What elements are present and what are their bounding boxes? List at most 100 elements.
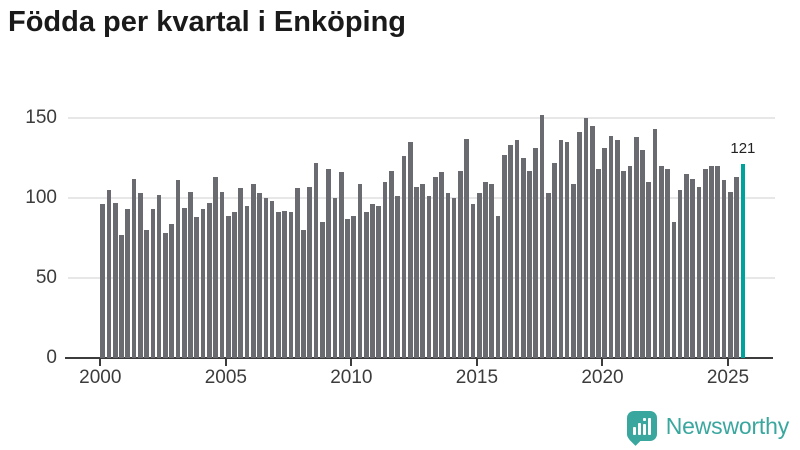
- bar: [445, 193, 451, 358]
- bar: [250, 183, 256, 358]
- logo-exclamation-dot: [642, 417, 647, 421]
- bar: [169, 223, 175, 358]
- logo-chart-bar-tall: [647, 418, 652, 435]
- bar: [194, 217, 200, 358]
- bar: [426, 196, 432, 358]
- bar-highlighted: [740, 164, 746, 358]
- bar: [552, 162, 557, 358]
- bar: [489, 183, 495, 358]
- bar: [589, 126, 595, 358]
- bar: [715, 166, 721, 358]
- bar: [702, 169, 708, 358]
- x-axis-label-2025: 2025: [706, 367, 750, 388]
- bar: [527, 170, 532, 358]
- bar: [319, 222, 325, 358]
- bar: [621, 170, 626, 358]
- bar: [545, 193, 551, 358]
- bar: [395, 196, 400, 358]
- bar: [414, 186, 419, 358]
- logo-chart-bar-mid: [637, 423, 642, 435]
- logo-exclamation-bar: [642, 424, 647, 435]
- bar: [696, 186, 702, 358]
- bar: [508, 145, 513, 358]
- bar: [558, 140, 564, 358]
- bar: [564, 142, 570, 358]
- bar: [640, 150, 645, 358]
- bar: [520, 158, 526, 358]
- bar: [181, 207, 187, 358]
- bar: [470, 204, 476, 358]
- bar: [458, 170, 463, 358]
- x-axis-tick-2020: [601, 359, 604, 366]
- x-axis-label-2000: 2000: [79, 367, 122, 388]
- logo-chart-bar-short: [632, 427, 637, 435]
- bar: [658, 166, 664, 358]
- bar: [382, 182, 388, 358]
- bar: [646, 182, 652, 358]
- x-axis-label-2015: 2015: [455, 367, 499, 388]
- bar: [451, 198, 457, 358]
- bar: [476, 193, 482, 358]
- bar: [100, 204, 105, 358]
- bar: [232, 212, 237, 358]
- y-axis-label-0: 0: [46, 347, 57, 368]
- bar: [163, 233, 168, 358]
- x-axis-tick-2025: [727, 359, 729, 366]
- newsworthy-logo-text: Newsworthy: [665, 412, 789, 439]
- bar: [119, 234, 124, 358]
- bar: [652, 129, 658, 358]
- chart-title: Födda per kvartal i Enköping: [8, 6, 407, 38]
- x-axis-tick-2010: [350, 359, 353, 366]
- bar: [483, 182, 488, 358]
- bar: [502, 154, 507, 358]
- bar: [709, 166, 714, 358]
- bar: [439, 172, 444, 358]
- bar: [307, 186, 313, 358]
- bar: [301, 230, 306, 358]
- y-axis-label-50: 50: [35, 267, 57, 288]
- bar: [207, 202, 212, 358]
- bar: [432, 177, 438, 358]
- newsworthy-branding: Newsworthy: [626, 411, 789, 446]
- bar: [690, 178, 696, 358]
- bar: [734, 177, 739, 358]
- y-axis-label-100: 100: [25, 187, 57, 208]
- x-axis-tick-2000: [99, 359, 102, 366]
- bar: [313, 162, 319, 358]
- bar: [288, 212, 294, 358]
- bar: [351, 215, 357, 358]
- bar: [338, 172, 344, 358]
- bar: [407, 142, 413, 358]
- bar: [539, 114, 545, 358]
- bar: [175, 180, 181, 358]
- bar: [721, 180, 727, 358]
- bar: [137, 193, 143, 358]
- bar: [238, 188, 244, 358]
- newsworthy-logo-icon: [626, 411, 657, 446]
- bar: [106, 190, 112, 358]
- bar: [596, 169, 601, 358]
- bar: [677, 190, 683, 358]
- x-axis-label-2005: 2005: [204, 367, 247, 388]
- bar: [219, 191, 225, 358]
- bar: [150, 209, 156, 358]
- bar: [728, 191, 733, 358]
- bar: [332, 198, 338, 358]
- bar: [213, 177, 218, 358]
- bar: [389, 170, 394, 358]
- bar: [257, 193, 262, 358]
- bar: [583, 118, 589, 358]
- bar: [131, 178, 137, 358]
- bar: [401, 156, 407, 358]
- bar: [633, 137, 639, 358]
- bar: [282, 210, 288, 358]
- bar: [326, 169, 331, 358]
- bar: [370, 204, 375, 358]
- bar: [376, 206, 382, 358]
- x-axis-label-2020: 2020: [581, 367, 624, 388]
- x-axis-label-2010: 2010: [330, 367, 373, 388]
- bar: [125, 209, 131, 358]
- bar: [608, 135, 614, 358]
